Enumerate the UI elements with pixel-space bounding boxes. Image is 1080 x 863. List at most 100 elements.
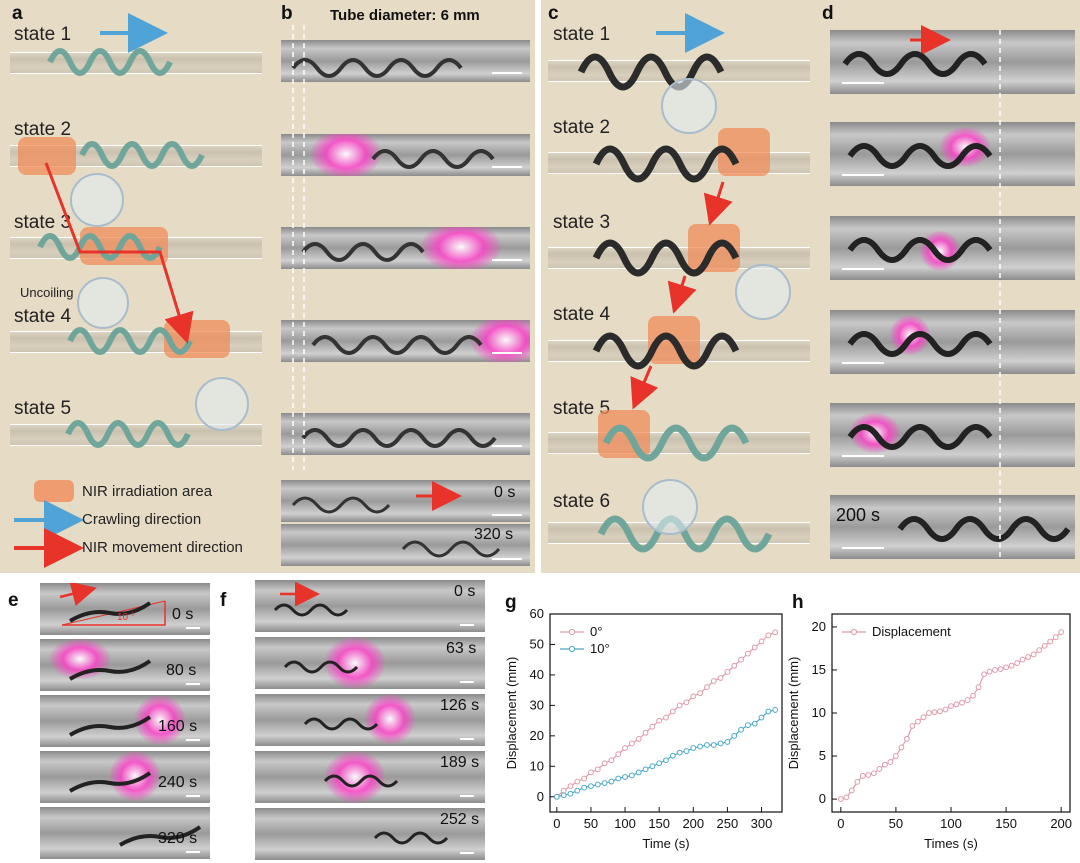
panel-b-background	[273, 0, 535, 573]
chart-g-series-point-1	[758, 714, 765, 721]
chart-g-series-point-0	[710, 678, 717, 684]
helix-5	[65, 420, 191, 448]
legend-nir-swatch	[34, 480, 74, 502]
chart-h-series-point-0	[854, 778, 861, 785]
chart-g-series-point-1	[676, 749, 683, 756]
zoom-circle-1	[70, 173, 124, 227]
chart-h-series-point-0	[887, 759, 894, 765]
panel-d-letter: d	[822, 3, 834, 24]
chart-h-series-point-0	[1003, 664, 1009, 671]
chart-g-legend-label-1: 10°	[590, 641, 610, 656]
panel-e-time-320: 320 s	[158, 830, 198, 847]
chart-g-series-point-1	[738, 726, 744, 733]
chart-g-series-point-0	[690, 693, 697, 700]
panel-d-photo-4	[830, 310, 1075, 374]
nir-path-arrow	[44, 162, 194, 344]
panel-a-state-5: state 5	[14, 398, 72, 419]
panel-a-background	[0, 0, 273, 573]
chart-h-series-point-0	[1019, 656, 1026, 663]
chart-h-series-point-0	[942, 706, 949, 713]
chart-g-series-point-1	[669, 752, 676, 759]
chart-g-series-point-1	[601, 780, 608, 786]
chart-g-series-point-1	[581, 784, 588, 791]
chart-g-series-point-1	[635, 769, 642, 776]
panel-h-letter: h	[792, 592, 804, 613]
chart-h-series-point-0	[843, 794, 850, 801]
chart-h-series-point-0	[881, 761, 888, 768]
chart-h-series-point-0	[837, 796, 844, 802]
chart-g-series-point-0	[581, 775, 588, 782]
chart-h-series-point-0	[926, 710, 932, 716]
chart-g-xlabel: Time (s)	[642, 836, 689, 851]
chart-g-ytick-label: 40	[530, 667, 544, 682]
panel-b-helices	[291, 25, 501, 558]
chart-g-series-point-1	[772, 707, 779, 713]
panel-b-photo-4	[281, 320, 530, 362]
chart-h: 0 50 100 150 200 0 5 10 15 20 Times (s) Displacemen…	[786, 613, 1072, 851]
chart-h-series-point-0	[915, 718, 921, 725]
chart-g-series-point-0	[656, 717, 663, 724]
panel-b-title: Tube diameter: 6 mm	[330, 7, 480, 24]
panel-d-photo-3	[830, 216, 1075, 280]
chart-h-xtick-label: 200	[1050, 816, 1072, 831]
chart-g-ytick-label: 50	[530, 636, 544, 651]
chart-h-ytick-label: 5	[819, 748, 826, 763]
panel-e-letter: e	[8, 590, 19, 611]
panel-f-time-0: 0 s	[454, 583, 476, 600]
chart-g-xtick-label: 150	[648, 816, 670, 831]
chart-h-series-point-0	[1025, 654, 1032, 660]
panel-f-photo-3	[255, 694, 485, 746]
panel-c-state-2: state 2	[553, 117, 611, 138]
chart-h-series-point-0	[893, 753, 899, 759]
panel-f-overlay	[273, 581, 474, 854]
chart-g: 0 50 100 150 200 250 300 0 10 20 30 40 50 60 Time (s) D…	[504, 606, 783, 851]
chart-h-series-point-0	[876, 766, 883, 772]
panel-c-state-6: state 6	[553, 491, 611, 512]
chart-g-xtick-label: 300	[751, 816, 773, 831]
chart-g-series-point-1	[574, 787, 581, 794]
chart-h-ytick-label: 0	[819, 791, 826, 806]
chart-h-ytick-label: 10	[812, 705, 826, 720]
chart-h-legend-label-0: Displacement	[872, 624, 951, 639]
uncoiling-label: Uncoiling	[20, 285, 74, 300]
chart-g-series-point-0	[608, 757, 615, 764]
chart-g-legend-marker-0	[568, 628, 576, 636]
panel-e-time-0: 0 s	[172, 606, 194, 623]
chart-h-series-point-0	[898, 744, 905, 751]
chart-g-series-point-1	[704, 742, 710, 748]
chart-g-series-point-0	[642, 729, 649, 736]
chart-g-series-point-1	[553, 793, 560, 800]
chart-g-series-point-0	[601, 760, 608, 767]
chart-h-series-point-0	[1008, 662, 1015, 669]
panel-c-state-3: state 3	[553, 212, 611, 233]
panel-e-time-80: 80 s	[166, 662, 197, 679]
helix-1	[47, 48, 173, 76]
helix-4	[67, 327, 193, 355]
panel-f-time-126: 126 s	[440, 697, 480, 714]
panel-a-drawing	[14, 13, 249, 568]
chart-g-ytick-label: 10	[530, 758, 544, 773]
chart-g-ytick-label: 60	[530, 606, 544, 621]
chart-h-series-point-0	[1047, 638, 1054, 645]
chart-h-series-point-0	[870, 770, 877, 777]
chart-g-ytick-label: 30	[530, 697, 544, 712]
chart-h-series-point-0	[964, 697, 971, 703]
chart-h-series-point-0	[920, 714, 927, 721]
chart-g-ylabel: Displacement (mm)	[504, 657, 519, 770]
panel-d-photo-2	[830, 122, 1075, 186]
panel-b-time-0: 0 s	[494, 484, 516, 501]
legend-crawl-text: Crawling direction	[82, 511, 202, 528]
chart-g-series-point-1	[697, 743, 704, 750]
chart-h-plot-frame	[831, 613, 1071, 813]
panel-a-letter: a	[12, 3, 23, 24]
legend-nir-text: NIR irradiation area	[82, 483, 213, 500]
legend-move-text: NIR movement direction	[82, 539, 243, 556]
chart-h-series-point-0	[992, 667, 998, 673]
chart-g-series-point-0	[574, 778, 581, 785]
panel-c-drawing	[577, 13, 791, 553]
chart-g-series-point-0	[744, 650, 751, 657]
chart-g-xtick-label: 250	[717, 816, 739, 831]
panel-f-time-252: 252 s	[440, 811, 480, 828]
chart-h-series-point-0	[1014, 660, 1021, 666]
panel-e-photo-5	[40, 807, 210, 859]
